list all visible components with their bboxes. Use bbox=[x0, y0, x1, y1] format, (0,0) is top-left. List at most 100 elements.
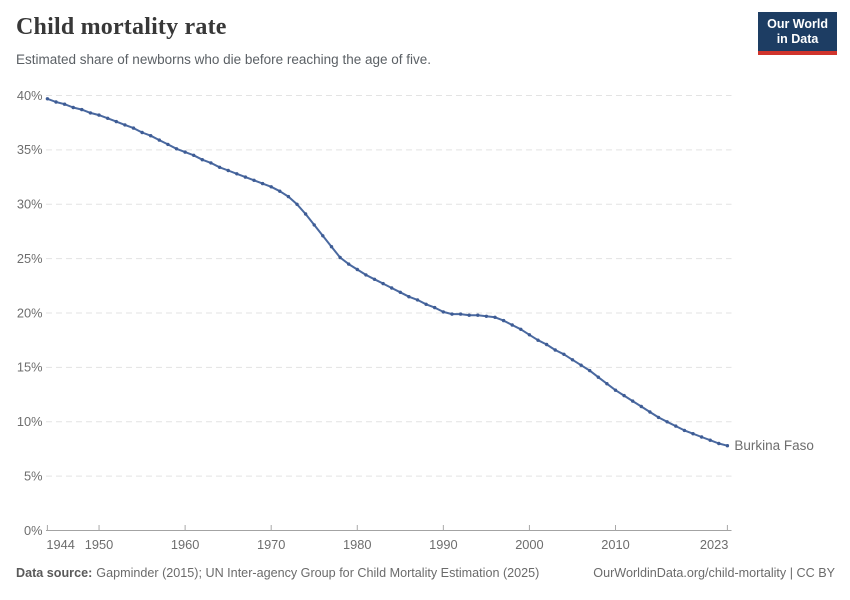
series-point bbox=[192, 153, 196, 157]
series-point bbox=[501, 318, 506, 323]
series-point bbox=[54, 100, 58, 104]
y-tick-label: 30% bbox=[17, 197, 43, 212]
series-point bbox=[157, 138, 161, 142]
series-point bbox=[338, 255, 342, 260]
series-point bbox=[364, 273, 368, 277]
series-point bbox=[252, 178, 256, 182]
series-point bbox=[355, 267, 359, 272]
series-point bbox=[149, 134, 153, 138]
series-point bbox=[372, 277, 377, 281]
y-tick-label: 5% bbox=[24, 468, 43, 483]
citation-link[interactable]: OurWorldinData.org/child-mortality | CC … bbox=[593, 566, 835, 580]
series-point bbox=[527, 333, 532, 337]
series-point bbox=[80, 107, 84, 112]
owid-logo-line2: in Data bbox=[776, 31, 819, 46]
series-point bbox=[303, 212, 308, 216]
series-point bbox=[347, 262, 351, 266]
series-point bbox=[613, 388, 618, 392]
series-point bbox=[648, 410, 652, 414]
series-point bbox=[510, 323, 514, 327]
series-point bbox=[622, 393, 626, 398]
series-point bbox=[682, 428, 687, 433]
y-tick-label: 40% bbox=[17, 88, 43, 103]
x-tick-label: 1950 bbox=[85, 537, 113, 552]
series-point bbox=[312, 223, 316, 227]
chart-subtitle: Estimated share of newborns who die befo… bbox=[16, 52, 431, 67]
series-point bbox=[458, 312, 463, 316]
series-point bbox=[106, 116, 110, 121]
series-point bbox=[605, 382, 609, 386]
series-point bbox=[62, 102, 67, 106]
chart-footer: Data source: Gapminder (2015); UN Inter-a… bbox=[0, 566, 850, 580]
series-point bbox=[88, 111, 93, 115]
series-point bbox=[183, 150, 187, 154]
series-point bbox=[381, 281, 385, 286]
x-tick-label: 1990 bbox=[429, 537, 457, 552]
series-point bbox=[596, 375, 600, 379]
data-source: Data source: Gapminder (2015); UN Inter-a… bbox=[16, 566, 539, 580]
series-point bbox=[631, 399, 635, 403]
series-point bbox=[691, 432, 695, 436]
series-point bbox=[544, 342, 549, 347]
y-tick-label: 35% bbox=[17, 142, 43, 157]
y-tick-label: 0% bbox=[24, 523, 43, 538]
series-point bbox=[536, 338, 540, 342]
data-source-label: Data source: bbox=[16, 566, 93, 580]
series-point bbox=[699, 435, 704, 439]
series-point bbox=[725, 444, 730, 448]
series-point bbox=[174, 147, 179, 151]
series-point bbox=[329, 245, 334, 249]
series-point bbox=[321, 234, 325, 238]
series-point bbox=[286, 194, 291, 199]
series-point bbox=[708, 438, 712, 442]
series-point bbox=[579, 363, 583, 367]
series-point bbox=[415, 298, 420, 302]
series-point bbox=[493, 315, 497, 319]
series-point bbox=[570, 358, 575, 362]
series-point bbox=[97, 113, 101, 117]
series-point bbox=[562, 352, 566, 356]
series-line bbox=[46, 97, 729, 447]
series-point bbox=[656, 415, 661, 420]
y-tick-label: 10% bbox=[17, 414, 43, 429]
series-point bbox=[71, 105, 75, 110]
series-point bbox=[278, 189, 282, 193]
series-point bbox=[717, 441, 721, 446]
y-tick-label: 15% bbox=[17, 360, 43, 375]
series-point bbox=[123, 123, 127, 127]
x-tick-label: 1970 bbox=[257, 537, 285, 552]
series-point bbox=[553, 348, 557, 352]
series-point bbox=[674, 424, 678, 428]
owid-logo-line1: Our World bbox=[767, 17, 828, 31]
series-point bbox=[260, 181, 265, 186]
x-tick-label: 2023 bbox=[700, 537, 728, 552]
series-point bbox=[588, 368, 592, 373]
x-tick-label: 1944 bbox=[46, 537, 74, 552]
y-tick-label: 25% bbox=[17, 251, 43, 266]
series-point bbox=[450, 312, 454, 316]
series-point bbox=[639, 404, 643, 409]
series-point bbox=[476, 313, 480, 317]
series-point bbox=[407, 295, 411, 299]
x-tick-label: 1980 bbox=[343, 537, 371, 552]
series-point bbox=[433, 305, 437, 310]
series-point bbox=[140, 130, 144, 135]
owid-logo: Our World in Data bbox=[758, 12, 837, 55]
series-point bbox=[131, 126, 136, 130]
x-tick-label: 2010 bbox=[601, 537, 629, 552]
series-point bbox=[114, 119, 119, 124]
page-title: Child mortality rate bbox=[16, 14, 227, 40]
series-point bbox=[200, 158, 204, 162]
series-point bbox=[467, 313, 471, 317]
series-point bbox=[166, 142, 170, 147]
series-point bbox=[441, 310, 445, 314]
series-point bbox=[519, 327, 523, 331]
series-point bbox=[243, 175, 248, 179]
x-tick-label: 2000 bbox=[515, 537, 543, 552]
x-tick-label: 1960 bbox=[171, 537, 199, 552]
series-point bbox=[484, 314, 489, 318]
series-point bbox=[665, 420, 669, 424]
series-point bbox=[424, 302, 428, 306]
